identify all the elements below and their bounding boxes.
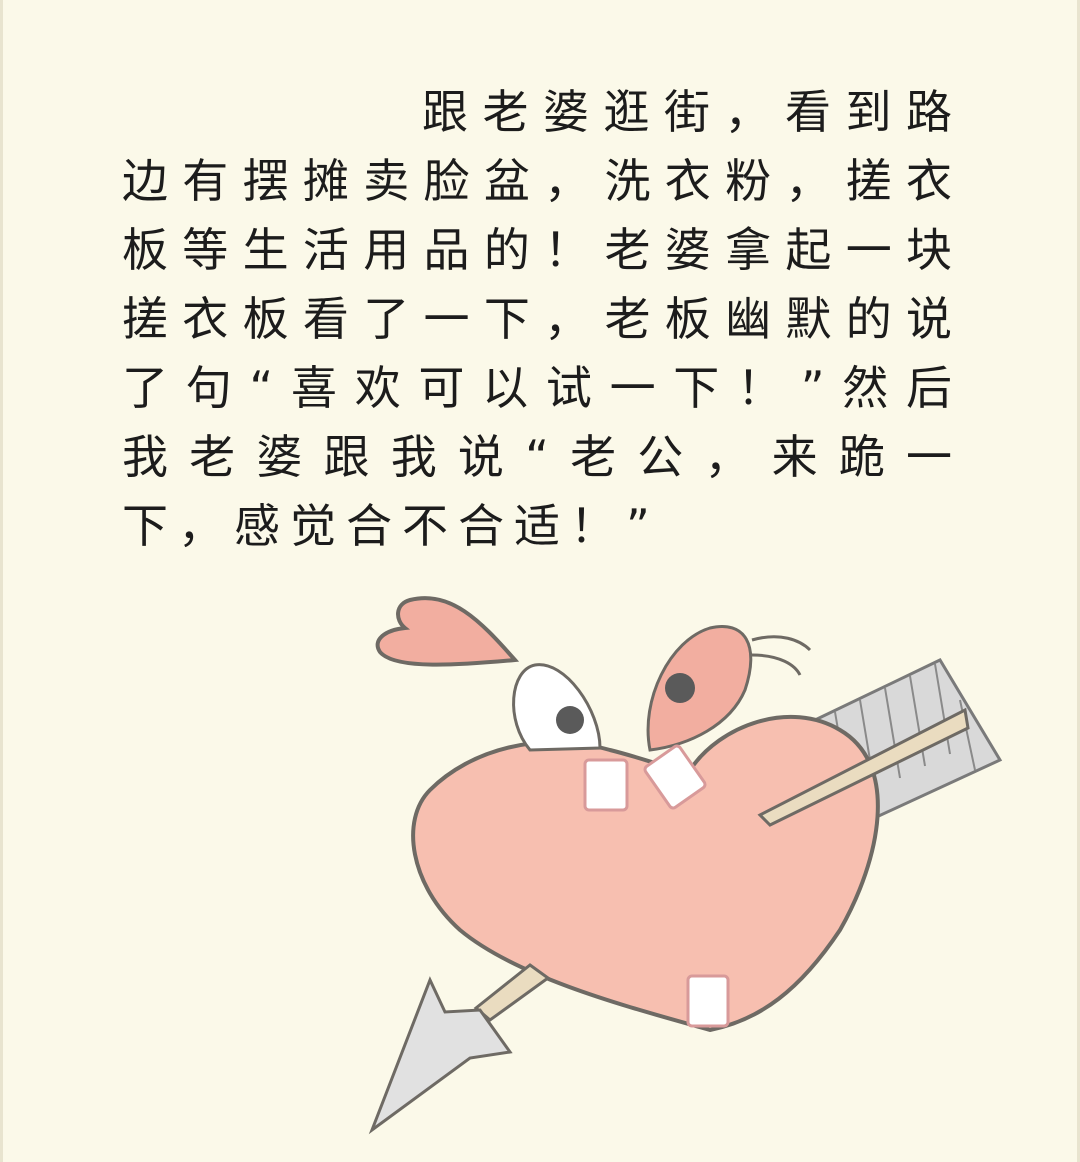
right-eye	[646, 625, 812, 752]
heart-body	[411, 714, 880, 1033]
heart-bow	[375, 596, 520, 667]
story-line-6: 我老婆跟我说“老公，来跪一	[122, 430, 962, 484]
panel-right-border	[1077, 0, 1080, 1162]
story-line-7: 下，感觉合不合适！”	[122, 499, 660, 553]
story-line-1: 跟老婆逛街，看到路	[422, 85, 962, 139]
arrowhead	[368, 976, 513, 1135]
story-line-3: 板等生活用品的！老婆拿起一块	[122, 223, 962, 277]
story-text-block: 跟老婆逛街，看到路 边有摆摊卖脸盆，洗衣粉，搓衣 板等生活用品的！老婆拿起一块 …	[122, 78, 962, 561]
arrow-shaft-upper	[757, 707, 970, 827]
story-line-5: 了句“喜欢可以试一下！”然后	[122, 361, 962, 415]
arrow-shaft-lower	[473, 963, 551, 1022]
heart-with-arrow-icon	[368, 596, 1003, 1135]
panel-left-border	[0, 0, 3, 1162]
story-line-4: 搓衣板看了一下，老板幽默的说	[122, 292, 962, 346]
bandage-patches	[583, 744, 730, 1028]
left-eye	[512, 663, 602, 752]
story-line-2: 边有摆摊卖脸盆，洗衣粉，搓衣	[122, 154, 962, 208]
